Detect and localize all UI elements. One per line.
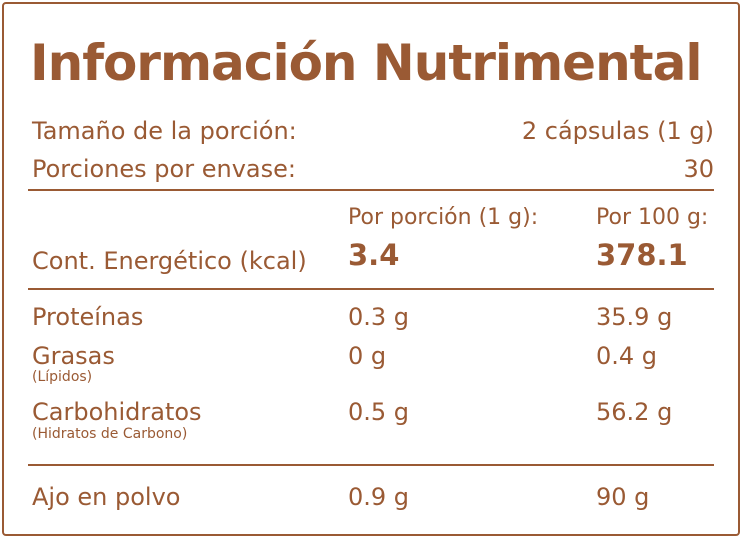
- nutrient-per-portion: 0 g: [348, 342, 387, 370]
- per-portion-header: Por porción (1 g):: [348, 205, 539, 230]
- nutrient-per-100g: 56.2 g: [596, 398, 673, 426]
- serving-size-value: 2 cápsulas (1 g): [521, 117, 714, 145]
- energy-per-100g: 378.1: [596, 238, 688, 272]
- nutrient-per-100g: 35.9 g: [596, 303, 673, 331]
- label-title: Información Nutrimental: [30, 34, 702, 92]
- nutrient-per-portion: 0.3 g: [348, 303, 410, 331]
- servings-per-container-value: 30: [683, 155, 714, 183]
- divider-serving: [28, 189, 714, 191]
- nutrient-subtitle: (Hidratos de Carbono): [32, 426, 188, 442]
- energy-label: Cont. Energético (kcal): [32, 247, 307, 275]
- divider-nutrients: [28, 464, 714, 466]
- ingredient-per-100g: 90 g: [596, 483, 650, 511]
- per-100g-header: Por 100 g:: [596, 205, 709, 230]
- serving-size-label: Tamaño de la porción:: [32, 117, 297, 145]
- nutrient-name: Carbohidratos: [32, 398, 202, 426]
- nutrient-name: Proteínas: [32, 303, 144, 331]
- ingredient-per-portion: 0.9 g: [348, 483, 410, 511]
- nutrient-subtitle: (Lípidos): [32, 369, 93, 385]
- nutrient-per-portion: 0.5 g: [348, 398, 410, 426]
- nutrient-name: Grasas: [32, 342, 115, 370]
- energy-per-portion: 3.4: [348, 238, 400, 272]
- divider-energy: [28, 288, 714, 290]
- servings-per-container-label: Porciones por envase:: [32, 155, 296, 183]
- ingredient-name: Ajo en polvo: [32, 483, 181, 511]
- nutrient-per-100g: 0.4 g: [596, 342, 658, 370]
